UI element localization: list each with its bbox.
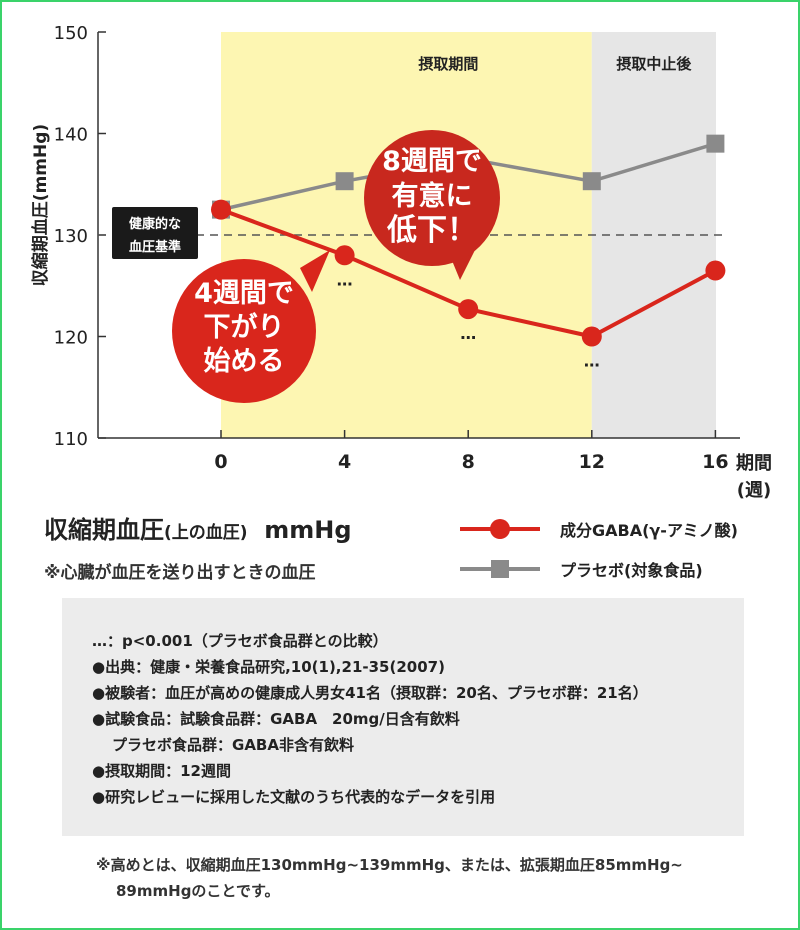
- series-1-point-4: [335, 172, 354, 191]
- legend-item-placebo: プラセボ(対象食品): [458, 554, 703, 584]
- info-line-placebo-food: プラセボ食品群：GABA非含有飲料: [112, 736, 354, 754]
- callout-1-bubble: [172, 259, 316, 403]
- callout-1-pointer: [300, 250, 330, 292]
- callout-1-line-0: 4週間で: [194, 278, 294, 309]
- callout-2-line-2: 低下！: [386, 213, 477, 248]
- reference-label-line-1: 健康的な: [129, 216, 181, 232]
- y-tick-label-120: 120: [54, 328, 88, 349]
- footnote-line-1: ※高めとは、収縮期血圧130mmHg~139mmHg、または、拡張期血圧85mm…: [96, 856, 683, 874]
- info-line-review: ●研究レビューに採用した文献のうち代表的なデータを引用: [92, 788, 496, 806]
- legend-label-placebo: プラセボ(対象食品): [560, 561, 703, 580]
- series-0-point-0: [211, 199, 231, 220]
- region-1: [591, 32, 716, 438]
- x-axis-unit: (週): [737, 480, 771, 500]
- legend-note: ※心臓が血圧を送り出すときの血圧: [44, 563, 316, 583]
- reference-label-line-2: 血圧基準: [129, 239, 181, 255]
- y-axis-label: 収縮期血圧(mmHg): [30, 124, 51, 286]
- callout-1-line-1: 下がり: [204, 311, 285, 343]
- legend-label-gaba: 成分GABA(γ-アミノ酸): [560, 521, 738, 540]
- callout-2-line-0: 8週間で: [382, 146, 482, 177]
- footnote: ※高めとは、収縮期血圧130mmHg~139mmHg、または、拡張期血圧85mm…: [96, 852, 756, 904]
- x-tick-label-0: 0: [214, 451, 227, 473]
- legend: 収縮期血圧(上の血圧) mmHg ※心臓が血圧を送り出すときの血圧 成分GABA…: [0, 500, 800, 590]
- legend-title-unit: mmHg: [264, 516, 352, 544]
- callout-1-line-2: 始める: [204, 345, 285, 377]
- legend-title-paren: (上の血圧): [164, 523, 248, 543]
- info-line-period: ●摂取期間：12週間: [92, 762, 231, 780]
- callout-2-bubble: [364, 130, 500, 266]
- region-label-0: 摂取期間: [418, 55, 478, 73]
- series-0-point-4: [334, 245, 355, 266]
- series-1-point-16: [706, 134, 725, 153]
- significance-mark-4: …: [337, 270, 353, 289]
- footnote-line-2: 89mmHgのことです。: [116, 882, 280, 900]
- info-line-significance: …：p<0.001（プラセボ食品群との比較）: [92, 632, 388, 650]
- x-tick-label-12: 12: [579, 451, 605, 473]
- x-tick-label-16: 16: [702, 451, 728, 473]
- x-axis-label: 期間: [736, 453, 772, 474]
- study-info-box: …：p<0.001（プラセボ食品群との比較） ●出典：健康・栄養食品研究,10(…: [62, 598, 744, 836]
- y-tick-label-150: 150: [54, 23, 88, 44]
- y-tick-label-130: 130: [54, 226, 88, 247]
- series-0-point-12: [581, 326, 602, 347]
- info-line-test-food: ●試験食品：試験食品群：GABA 20mg/日含有飲料: [92, 710, 460, 728]
- callout-2-line-1: 有意に: [392, 180, 473, 212]
- info-line-source: ●出典：健康・栄養食品研究,10(1),21-35(2007): [92, 658, 445, 676]
- x-tick-label-8: 8: [462, 451, 475, 473]
- series-1-point-12: [582, 172, 601, 191]
- legend-swatch-gaba: [458, 514, 542, 544]
- region-label-1: 摂取中止後: [616, 55, 692, 73]
- legend-item-gaba: 成分GABA(γ-アミノ酸): [458, 514, 738, 544]
- series-0-point-8: [458, 299, 479, 320]
- info-line-subjects: ●被験者：血圧が高めの健康成人男女41名（摂取群：20名、プラセボ群：21名）: [92, 684, 648, 702]
- series-0-point-16: [705, 260, 726, 281]
- legend-title: 収縮期血圧(上の血圧) mmHg: [44, 510, 352, 545]
- significance-mark-8: …: [460, 324, 476, 343]
- y-tick-label-140: 140: [54, 125, 88, 146]
- legend-title-main: 収縮期血圧: [44, 516, 164, 544]
- y-tick-label-110: 110: [54, 429, 88, 450]
- blood-pressure-chart: 摂取期間 摂取中止後 110 120 130 140 150 0 4 8 12 16 収縮期血圧(mmH…: [30, 23, 772, 500]
- significance-mark-12: …: [584, 352, 600, 371]
- x-tick-label-4: 4: [338, 451, 351, 473]
- legend-swatch-placebo: [458, 554, 542, 584]
- reference-label-box: [112, 207, 198, 259]
